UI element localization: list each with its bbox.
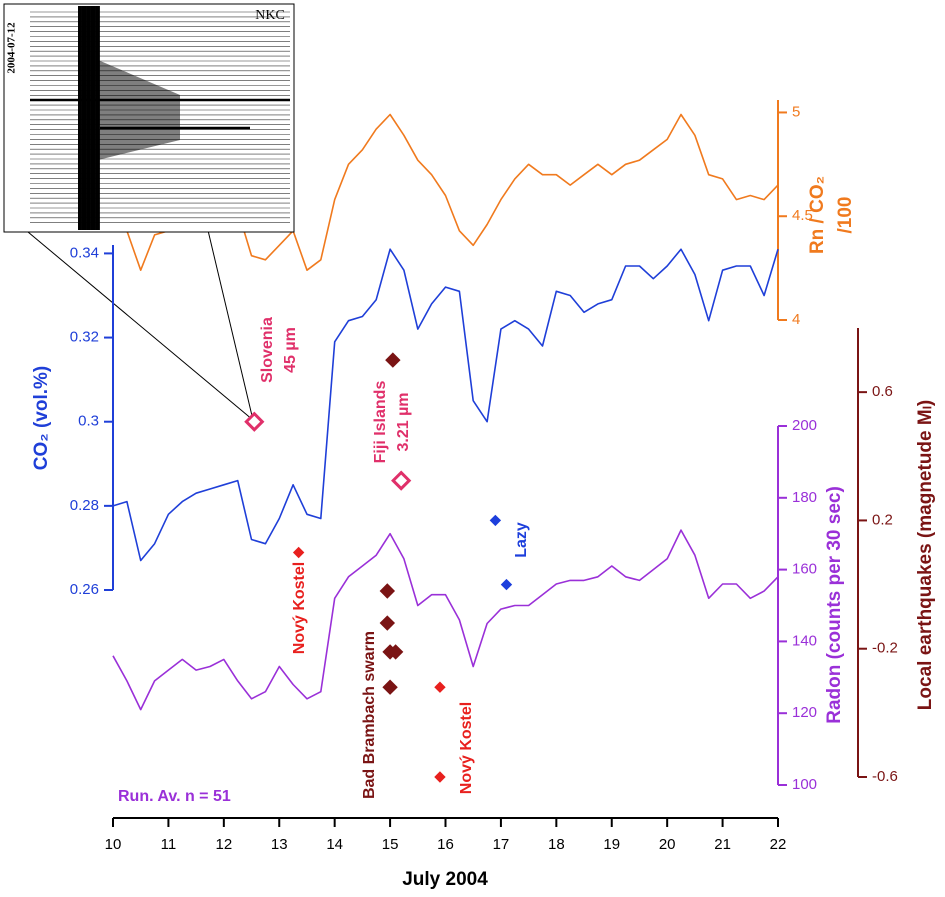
y-tick-label: 5: [792, 103, 800, 120]
annotation: Nový Kostel: [291, 562, 308, 654]
annotation: Run. Av. n = 51: [118, 788, 231, 805]
x-tick-label: 11: [161, 836, 177, 853]
y-axis-title: Local earthquakes (magnetude Mₗ): [915, 400, 936, 710]
x-tick-label: 21: [714, 836, 731, 853]
y-tick-label: 200: [792, 417, 817, 434]
seismo-burst: [85, 6, 87, 230]
seismo-burst: [96, 6, 99, 230]
y-tick-label: 0.2: [872, 511, 893, 528]
event-marker: [244, 411, 265, 432]
seismo-burst: [95, 6, 97, 230]
seismo-burst: [94, 6, 96, 230]
seismo-burst: [93, 6, 95, 230]
seismo-coda: [98, 60, 180, 160]
event-marker: [500, 578, 513, 591]
event-marker: [489, 514, 502, 527]
y-tick-label: -0.2: [872, 640, 898, 657]
data-line: [112, 248, 779, 562]
event-marker: [387, 644, 404, 660]
annotation: Bad Brambach swarm: [361, 631, 378, 799]
y-tick-label: 0.6: [872, 383, 893, 400]
y-tick-label: 0.34: [70, 244, 99, 261]
y-tick-label: 180: [792, 489, 817, 506]
event-marker: [382, 679, 398, 695]
seismo-burst: [87, 6, 89, 230]
y-tick-label: 0.3: [78, 413, 99, 430]
x-tick-label: 17: [493, 836, 510, 853]
annotation: Lazy: [513, 522, 530, 558]
y-tick-label: 4.5: [792, 207, 813, 224]
seismo-burst: [91, 6, 93, 230]
y-tick-label: -0.6: [872, 768, 898, 785]
y-tick-label: 0.32: [70, 329, 99, 346]
event-marker: [385, 352, 401, 368]
annotation: 45 µm: [282, 327, 299, 373]
x-tick-label: 15: [382, 836, 399, 853]
x-tick-label: 18: [548, 836, 565, 853]
y-axis-title: CO₂ (vol.%): [31, 366, 52, 471]
seismo-burst: [83, 6, 85, 230]
y-tick-label: 100: [792, 776, 817, 793]
seismo-burst: [82, 6, 84, 230]
y-tick-label: 0.26: [70, 581, 99, 598]
y-axis-title: /100: [835, 197, 856, 234]
y-tick-label: 120: [792, 704, 817, 721]
event-marker: [434, 771, 446, 783]
x-tick-label: 14: [326, 836, 343, 853]
y-tick-label: 0.28: [70, 497, 99, 514]
x-tick-label: 13: [271, 836, 288, 853]
seismo-burst: [81, 6, 83, 230]
inset-date: 2004-07-12: [6, 22, 18, 74]
annotation: Slovenia: [259, 317, 276, 383]
x-tick-label: 22: [770, 836, 787, 853]
seismo-burst: [78, 6, 80, 230]
seismo-burst: [78, 6, 81, 230]
seismo-burst: [79, 6, 81, 230]
seismo-burst: [87, 6, 90, 230]
connector-line: [27, 231, 254, 421]
x-tick-label: 10: [105, 836, 122, 853]
y-tick-label: 160: [792, 561, 817, 578]
seismo-coda: [30, 98, 290, 130]
y-axis-title: Radon (counts per 30 sec): [824, 486, 845, 724]
x-tick-label: 19: [603, 836, 620, 853]
event-marker: [391, 470, 412, 491]
seismo-burst: [80, 6, 82, 230]
seismo-burst: [88, 6, 90, 230]
annotation: Nový Kostel: [458, 702, 475, 794]
seismogram-inset: NKC 2004-07-12: [3, 3, 295, 233]
y-tick-label: 140: [792, 632, 817, 649]
event-marker: [434, 681, 446, 693]
seismo-burst: [86, 6, 88, 230]
event-marker: [379, 583, 396, 599]
x-axis-title: July 2004: [402, 869, 488, 890]
y-axis-title: Rn / CO₂: [807, 176, 828, 254]
event-marker: [379, 615, 396, 631]
connector-line: [205, 221, 254, 421]
inset-station: NKC: [255, 8, 285, 23]
seismo-burst: [96, 6, 98, 230]
seismo-burst: [90, 6, 92, 230]
event-marker: [292, 546, 305, 559]
x-tick-label: 16: [437, 836, 454, 853]
seismo-burst: [89, 6, 91, 230]
seismo-burst: [92, 6, 94, 230]
data-line: [112, 529, 779, 711]
x-tick-label: 12: [215, 836, 232, 853]
annotation: Fiji Islands: [372, 381, 389, 464]
annotation: 3.21 µm: [395, 392, 412, 451]
y-tick-label: 4: [792, 311, 800, 328]
x-tick-label: 20: [659, 836, 676, 853]
seismo-burst: [84, 6, 86, 230]
